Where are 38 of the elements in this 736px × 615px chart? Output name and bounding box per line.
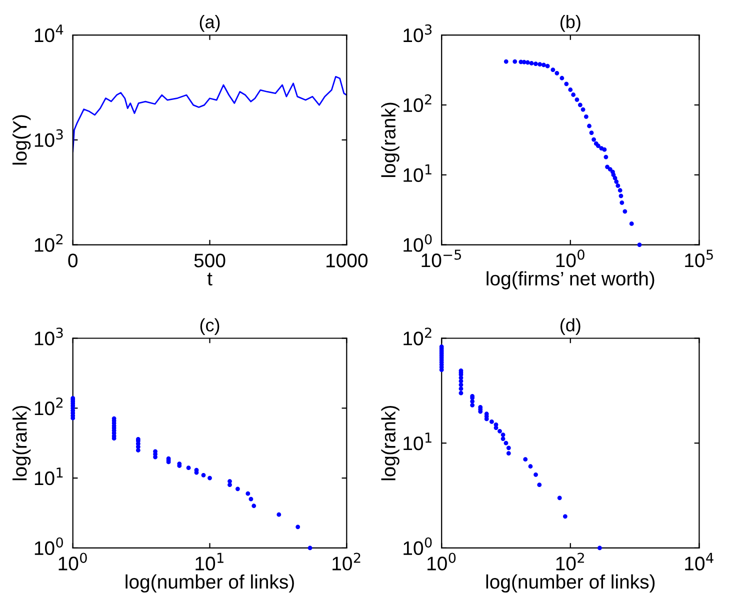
- x-tick-label: 10$^{1}$: [196, 552, 224, 570]
- y-tick-label: 10$^{3}$: [404, 24, 432, 42]
- x-tick-label: 10$^{4}$: [685, 552, 714, 570]
- x-tick-label: 10$^{5}$: [685, 250, 713, 268]
- y-tick-label: 10$^{3}$: [34, 129, 63, 147]
- x-tick-label: 10$^{−5}$: [422, 250, 461, 268]
- y-tick-label: 10$^{1}$: [34, 468, 63, 486]
- y-tick-label: 10$^{0}$: [404, 234, 432, 252]
- chart-title: (c): [200, 318, 220, 336]
- x-tick-label: 10$^{0}$: [58, 552, 87, 570]
- y-tick-label: 10$^{2}$: [404, 94, 432, 112]
- x-axis-title: log(number of links): [126, 574, 294, 593]
- y-tick-label: 10$^{2}$: [404, 328, 432, 346]
- chart-title: (d): [560, 318, 580, 336]
- y-tick-label: 10$^{0}$: [34, 537, 63, 556]
- x-tick-label: 10$^{0}$: [556, 250, 584, 268]
- x-axis-title: log(number of links): [486, 574, 655, 593]
- x-tick-label: 10$^{0}$: [428, 552, 456, 570]
- y-tick-label: 10$^{2}$: [34, 398, 63, 416]
- x-axis-title: t: [207, 272, 212, 286]
- y-tick-label: 10$^{1}$: [404, 432, 432, 450]
- y-tick-label: 10$^{3}$: [34, 328, 63, 346]
- chart-title: (a): [200, 15, 220, 32]
- y-axis-title: log(Y): [12, 115, 31, 165]
- x-tick-label: 10$^{2}$: [556, 552, 584, 570]
- y-axis-title: log(rank): [381, 406, 400, 480]
- y-tick-label: 10$^{2}$: [34, 234, 63, 252]
- y-axis-title: log(rank): [12, 406, 31, 480]
- y-tick-label: 10$^{4}$: [34, 24, 64, 42]
- y-tick-label: 10$^{0}$: [404, 537, 432, 556]
- chart-title: (b): [560, 15, 580, 32]
- x-tick-label: 500: [194, 254, 226, 268]
- y-axis-title: log(rank): [381, 102, 400, 177]
- x-axis-title: log(firms’ net worth): [486, 271, 654, 290]
- x-tick-label: 0: [68, 254, 78, 268]
- x-tick-label: 10$^{2}$: [332, 552, 360, 570]
- y-tick-label: 10$^{1}$: [404, 164, 432, 182]
- x-tick-label: 1000: [326, 254, 368, 268]
